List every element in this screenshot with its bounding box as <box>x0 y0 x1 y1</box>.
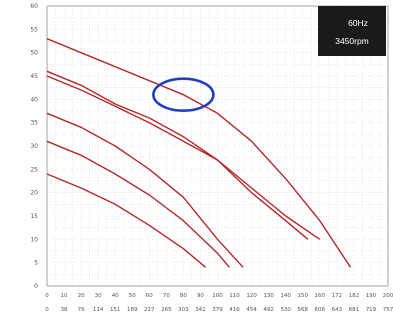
x-tick-label: 70 <box>163 293 170 299</box>
x-tick-label: 140 <box>280 293 291 299</box>
x2-tick-label: 379 <box>212 307 223 313</box>
x2-tick-label: 454 <box>246 307 257 313</box>
x2-tick-label: 492 <box>263 307 274 313</box>
pump-curve <box>46 70 309 240</box>
pump-curve <box>46 75 321 240</box>
x-tick-label: 30 <box>95 293 102 299</box>
y-tick-label: 55 <box>30 26 38 33</box>
x-tick-label: 172 <box>332 293 343 299</box>
y-tick-label: 60 <box>30 3 38 10</box>
x2-tick-label: 303 <box>178 307 189 313</box>
x2-tick-label: 719 <box>366 307 377 313</box>
x2-tick-label: 265 <box>161 307 172 313</box>
spec-box <box>318 6 386 56</box>
x2-tick-label: 341 <box>195 307 206 313</box>
y-tick-label: 50 <box>30 50 38 57</box>
y-tick-label: 30 <box>30 143 38 150</box>
x-tick-label: 182 <box>349 293 360 299</box>
spec-speed: 3450rpm <box>335 36 369 46</box>
pump-curve <box>46 140 230 268</box>
x2-tick-label: 681 <box>349 307 360 313</box>
x2-tick-label: 0 <box>45 307 49 313</box>
x2-tick-label: 416 <box>229 307 240 313</box>
x-tick-label: 160 <box>315 293 326 299</box>
x-tick-label: 40 <box>112 293 119 299</box>
x2-tick-label: 76 <box>78 307 85 313</box>
x-tick-label: 90 <box>197 293 204 299</box>
y-tick-label: 10 <box>30 236 38 243</box>
pump-curve <box>46 112 244 268</box>
x2-tick-label: 530 <box>280 307 291 313</box>
y-tick-label: 20 <box>30 190 38 197</box>
x2-tick-label: 568 <box>298 307 309 313</box>
y-tick-label: 40 <box>30 96 38 103</box>
x-tick-label: 120 <box>246 293 257 299</box>
x-tick-label: 10 <box>61 293 68 299</box>
spec-frequency: 60Hz <box>348 18 368 28</box>
pump-curve <box>46 173 207 268</box>
y-tick-label: 15 <box>30 213 38 220</box>
x-tick-label: 200 <box>383 293 393 299</box>
y-tick-label: 0 <box>34 283 38 290</box>
x2-tick-label: 151 <box>110 307 121 313</box>
pump-curve <box>46 38 352 268</box>
x-tick-label: 50 <box>129 293 136 299</box>
x-tick-label: 100 <box>212 293 223 299</box>
x-tick-label: 130 <box>263 293 274 299</box>
x2-tick-label: 189 <box>127 307 138 313</box>
x2-tick-label: 757 <box>383 307 393 313</box>
x2-tick-label: 114 <box>93 307 104 313</box>
x-tick-label: 150 <box>298 293 309 299</box>
x2-tick-label: 38 <box>61 307 68 313</box>
x2-tick-label: 643 <box>332 307 343 313</box>
x-tick-label: 20 <box>78 293 85 299</box>
y-tick-label: 45 <box>30 73 38 80</box>
x-tick-label: 110 <box>229 293 240 299</box>
x2-tick-label: 227 <box>144 307 155 313</box>
y-tick-label: 35 <box>30 120 38 127</box>
y-tick-label: 5 <box>34 260 38 267</box>
y-tick-label: 25 <box>30 166 38 173</box>
x-tick-label: 0 <box>45 293 49 299</box>
highlight-ellipse <box>152 77 215 112</box>
x2-tick-label: 606 <box>315 307 326 313</box>
x-tick-label: 80 <box>180 293 187 299</box>
x-tick-label: 190 <box>366 293 377 299</box>
x-tick-label: 60 <box>146 293 153 299</box>
